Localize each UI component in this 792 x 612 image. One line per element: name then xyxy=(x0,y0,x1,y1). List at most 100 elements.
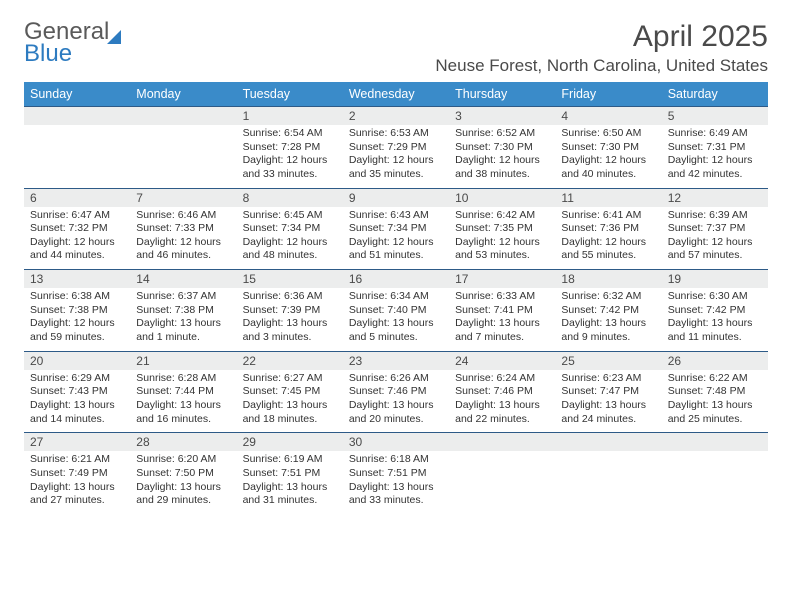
day-cell: 10Sunrise: 6:42 AMSunset: 7:35 PMDayligh… xyxy=(449,188,555,270)
location-text: Neuse Forest, North Carolina, United Sta… xyxy=(435,56,768,76)
day-content: Sunrise: 6:23 AMSunset: 7:47 PMDaylight:… xyxy=(555,370,661,433)
day-content: Sunrise: 6:29 AMSunset: 7:43 PMDaylight:… xyxy=(24,370,130,433)
week-row: 20Sunrise: 6:29 AMSunset: 7:43 PMDayligh… xyxy=(24,351,768,433)
day-content: Sunrise: 6:32 AMSunset: 7:42 PMDaylight:… xyxy=(555,288,661,351)
day-header: Wednesday xyxy=(343,82,449,107)
day-cell xyxy=(449,433,555,514)
day-cell: 15Sunrise: 6:36 AMSunset: 7:39 PMDayligh… xyxy=(237,270,343,352)
day-content: Sunrise: 6:39 AMSunset: 7:37 PMDaylight:… xyxy=(662,207,768,270)
day-cell: 12Sunrise: 6:39 AMSunset: 7:37 PMDayligh… xyxy=(662,188,768,270)
day-cell: 17Sunrise: 6:33 AMSunset: 7:41 PMDayligh… xyxy=(449,270,555,352)
day-number: 24 xyxy=(449,352,555,370)
day-number: 26 xyxy=(662,352,768,370)
triangle-icon xyxy=(107,30,121,44)
day-header: Tuesday xyxy=(237,82,343,107)
day-content: Sunrise: 6:50 AMSunset: 7:30 PMDaylight:… xyxy=(555,125,661,188)
week-row: 6Sunrise: 6:47 AMSunset: 7:32 PMDaylight… xyxy=(24,188,768,270)
day-number: 29 xyxy=(237,433,343,451)
day-number: 21 xyxy=(130,352,236,370)
day-cell: 9Sunrise: 6:43 AMSunset: 7:34 PMDaylight… xyxy=(343,188,449,270)
day-number: 9 xyxy=(343,189,449,207)
day-content: Sunrise: 6:24 AMSunset: 7:46 PMDaylight:… xyxy=(449,370,555,433)
day-cell xyxy=(555,433,661,514)
day-number: 28 xyxy=(130,433,236,451)
day-content: Sunrise: 6:42 AMSunset: 7:35 PMDaylight:… xyxy=(449,207,555,270)
brand-text: General Blue xyxy=(24,20,121,66)
day-number: 27 xyxy=(24,433,130,451)
day-number: 13 xyxy=(24,270,130,288)
week-row: 27Sunrise: 6:21 AMSunset: 7:49 PMDayligh… xyxy=(24,433,768,514)
day-header: Sunday xyxy=(24,82,130,107)
day-content: Sunrise: 6:21 AMSunset: 7:49 PMDaylight:… xyxy=(24,451,130,514)
day-number: 5 xyxy=(662,107,768,125)
day-header: Monday xyxy=(130,82,236,107)
day-cell: 26Sunrise: 6:22 AMSunset: 7:48 PMDayligh… xyxy=(662,351,768,433)
calendar-grid: SundayMondayTuesdayWednesdayThursdayFrid… xyxy=(24,82,768,514)
day-cell: 20Sunrise: 6:29 AMSunset: 7:43 PMDayligh… xyxy=(24,351,130,433)
day-number: 6 xyxy=(24,189,130,207)
day-cell: 28Sunrise: 6:20 AMSunset: 7:50 PMDayligh… xyxy=(130,433,236,514)
day-cell: 7Sunrise: 6:46 AMSunset: 7:33 PMDaylight… xyxy=(130,188,236,270)
title-block: April 2025 Neuse Forest, North Carolina,… xyxy=(435,20,768,76)
day-number: 10 xyxy=(449,189,555,207)
day-content: Sunrise: 6:33 AMSunset: 7:41 PMDaylight:… xyxy=(449,288,555,351)
day-cell xyxy=(24,107,130,189)
day-cell: 29Sunrise: 6:19 AMSunset: 7:51 PMDayligh… xyxy=(237,433,343,514)
day-number xyxy=(449,433,555,451)
day-header: Friday xyxy=(555,82,661,107)
day-content: Sunrise: 6:34 AMSunset: 7:40 PMDaylight:… xyxy=(343,288,449,351)
day-number: 7 xyxy=(130,189,236,207)
day-cell: 11Sunrise: 6:41 AMSunset: 7:36 PMDayligh… xyxy=(555,188,661,270)
day-number: 30 xyxy=(343,433,449,451)
day-number xyxy=(24,107,130,125)
day-content: Sunrise: 6:36 AMSunset: 7:39 PMDaylight:… xyxy=(237,288,343,351)
day-header-row: SundayMondayTuesdayWednesdayThursdayFrid… xyxy=(24,82,768,107)
day-content xyxy=(555,451,661,509)
day-content: Sunrise: 6:22 AMSunset: 7:48 PMDaylight:… xyxy=(662,370,768,433)
day-content: Sunrise: 6:18 AMSunset: 7:51 PMDaylight:… xyxy=(343,451,449,514)
week-row: 1Sunrise: 6:54 AMSunset: 7:28 PMDaylight… xyxy=(24,107,768,189)
day-number: 23 xyxy=(343,352,449,370)
week-row: 13Sunrise: 6:38 AMSunset: 7:38 PMDayligh… xyxy=(24,270,768,352)
day-number: 20 xyxy=(24,352,130,370)
day-cell: 30Sunrise: 6:18 AMSunset: 7:51 PMDayligh… xyxy=(343,433,449,514)
day-cell: 22Sunrise: 6:27 AMSunset: 7:45 PMDayligh… xyxy=(237,351,343,433)
day-cell: 8Sunrise: 6:45 AMSunset: 7:34 PMDaylight… xyxy=(237,188,343,270)
day-content: Sunrise: 6:53 AMSunset: 7:29 PMDaylight:… xyxy=(343,125,449,188)
day-content xyxy=(24,125,130,183)
day-cell: 24Sunrise: 6:24 AMSunset: 7:46 PMDayligh… xyxy=(449,351,555,433)
day-cell: 2Sunrise: 6:53 AMSunset: 7:29 PMDaylight… xyxy=(343,107,449,189)
day-number: 12 xyxy=(662,189,768,207)
day-cell: 21Sunrise: 6:28 AMSunset: 7:44 PMDayligh… xyxy=(130,351,236,433)
day-number: 22 xyxy=(237,352,343,370)
month-title: April 2025 xyxy=(435,20,768,54)
day-content xyxy=(130,125,236,183)
day-cell xyxy=(662,433,768,514)
day-content: Sunrise: 6:47 AMSunset: 7:32 PMDaylight:… xyxy=(24,207,130,270)
day-number xyxy=(130,107,236,125)
day-content: Sunrise: 6:26 AMSunset: 7:46 PMDaylight:… xyxy=(343,370,449,433)
day-number: 17 xyxy=(449,270,555,288)
day-number: 16 xyxy=(343,270,449,288)
day-cell: 1Sunrise: 6:54 AMSunset: 7:28 PMDaylight… xyxy=(237,107,343,189)
day-header: Saturday xyxy=(662,82,768,107)
calendar-page: General Blue April 2025 Neuse Forest, No… xyxy=(0,0,792,534)
day-content: Sunrise: 6:46 AMSunset: 7:33 PMDaylight:… xyxy=(130,207,236,270)
day-cell: 23Sunrise: 6:26 AMSunset: 7:46 PMDayligh… xyxy=(343,351,449,433)
day-cell: 13Sunrise: 6:38 AMSunset: 7:38 PMDayligh… xyxy=(24,270,130,352)
day-content: Sunrise: 6:49 AMSunset: 7:31 PMDaylight:… xyxy=(662,125,768,188)
day-cell: 5Sunrise: 6:49 AMSunset: 7:31 PMDaylight… xyxy=(662,107,768,189)
day-number: 25 xyxy=(555,352,661,370)
day-number: 19 xyxy=(662,270,768,288)
day-content: Sunrise: 6:43 AMSunset: 7:34 PMDaylight:… xyxy=(343,207,449,270)
day-cell: 27Sunrise: 6:21 AMSunset: 7:49 PMDayligh… xyxy=(24,433,130,514)
day-cell: 25Sunrise: 6:23 AMSunset: 7:47 PMDayligh… xyxy=(555,351,661,433)
day-cell: 6Sunrise: 6:47 AMSunset: 7:32 PMDaylight… xyxy=(24,188,130,270)
day-content: Sunrise: 6:52 AMSunset: 7:30 PMDaylight:… xyxy=(449,125,555,188)
day-number: 4 xyxy=(555,107,661,125)
day-content: Sunrise: 6:19 AMSunset: 7:51 PMDaylight:… xyxy=(237,451,343,514)
day-number: 1 xyxy=(237,107,343,125)
day-number: 18 xyxy=(555,270,661,288)
day-content: Sunrise: 6:37 AMSunset: 7:38 PMDaylight:… xyxy=(130,288,236,351)
day-content: Sunrise: 6:20 AMSunset: 7:50 PMDaylight:… xyxy=(130,451,236,514)
